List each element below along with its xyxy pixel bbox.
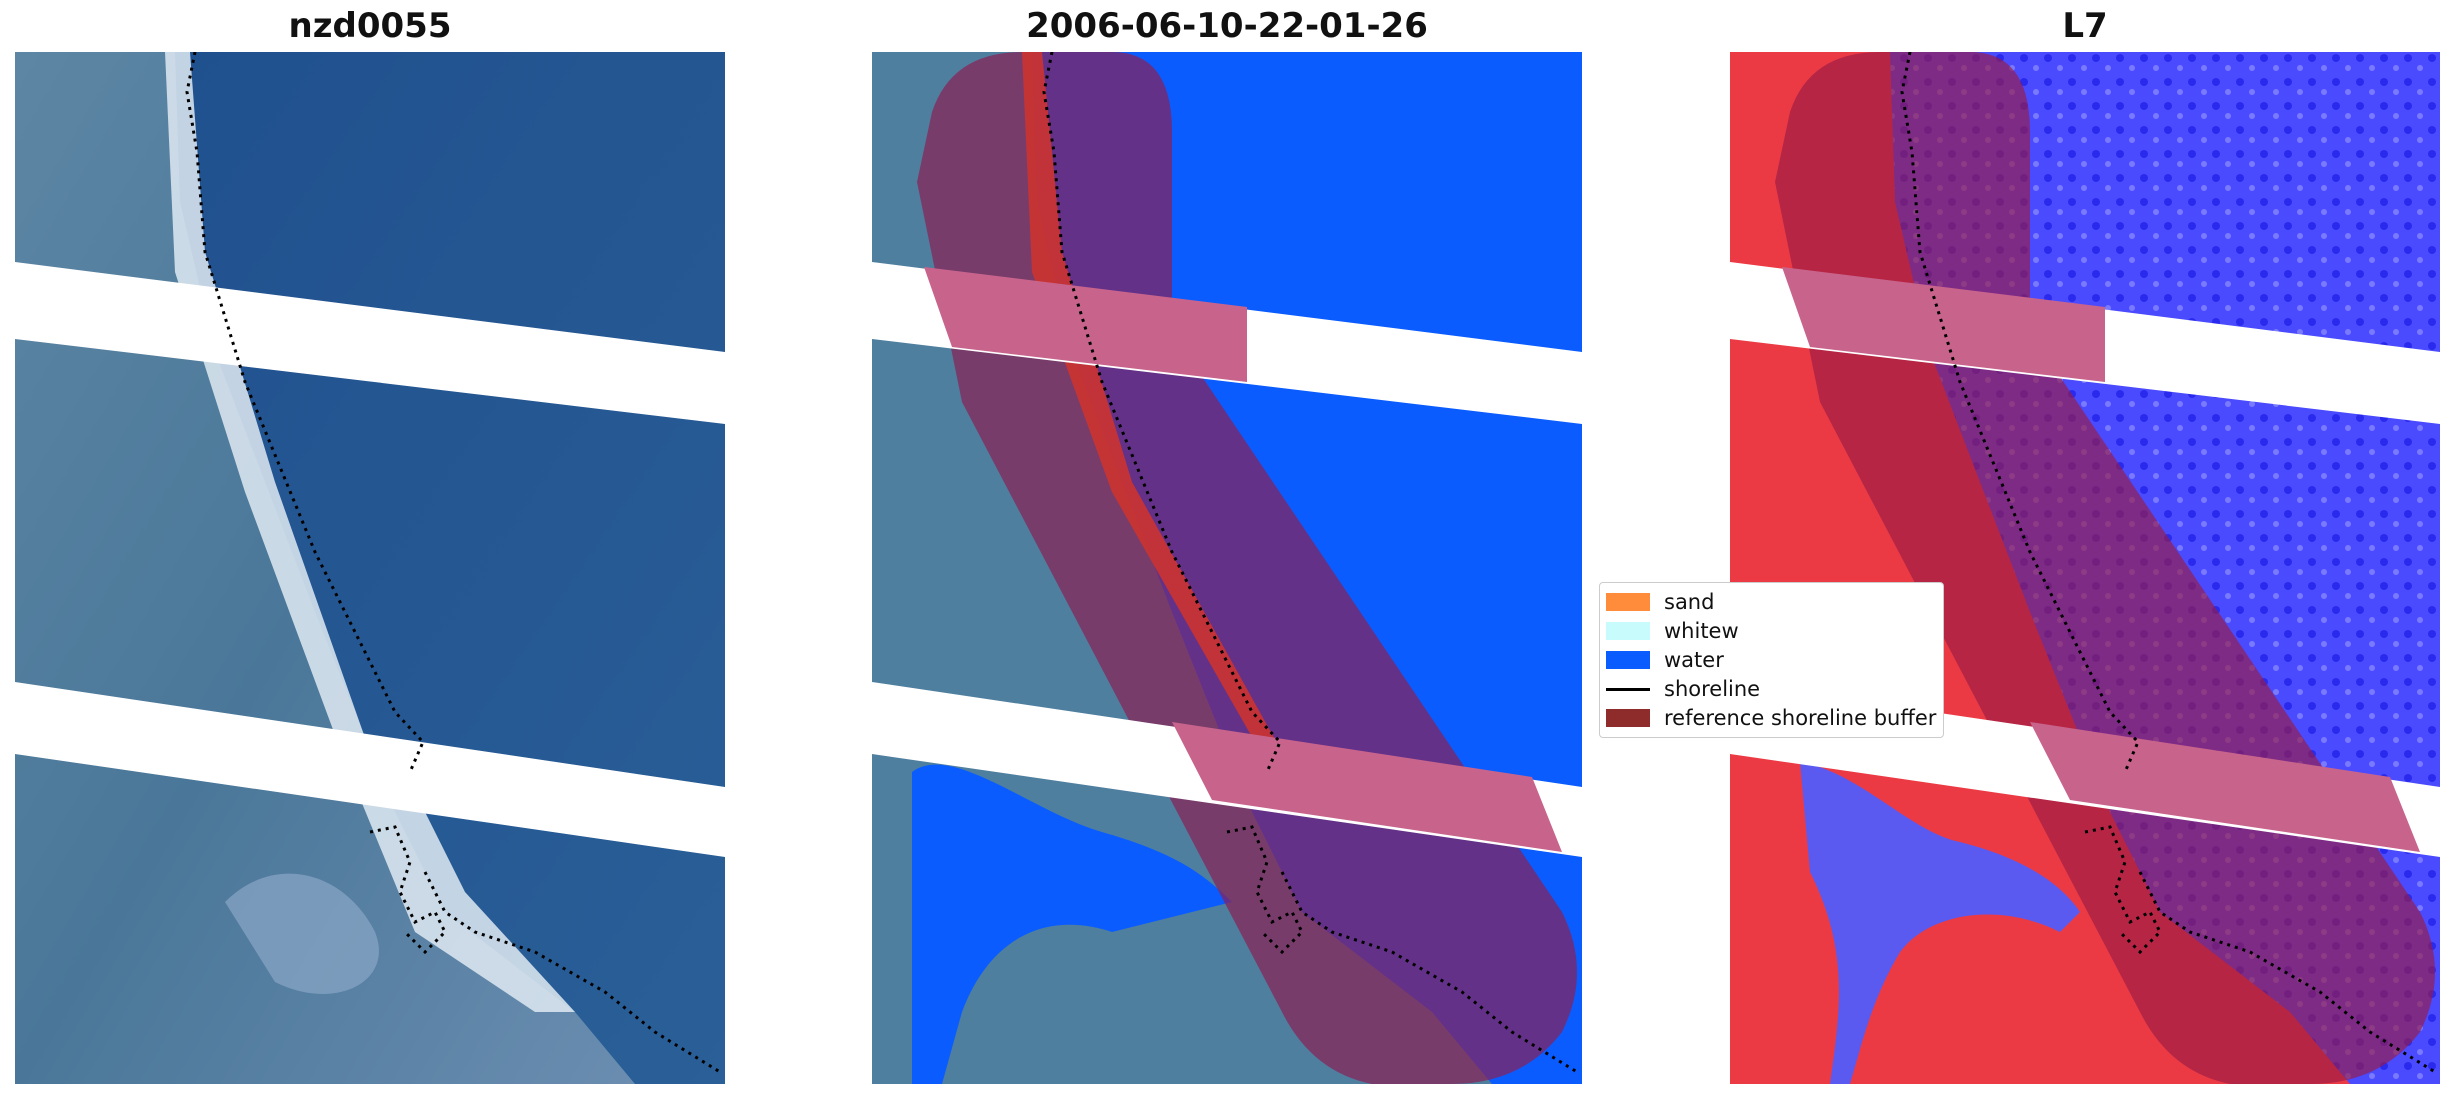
lagoon-shoreline: [1226, 825, 1304, 955]
lagoon-shape: [225, 873, 379, 994]
index-image-panel: [1730, 52, 2440, 1084]
scanline-gap-1: [15, 262, 725, 424]
legend-item-water: water: [1606, 647, 1724, 673]
legend-label-sand: sand: [1664, 590, 1715, 614]
buffer-over-gap-1: [924, 267, 1247, 382]
legend-swatch-sand: [1606, 593, 1650, 611]
buffer-over-gap-2: [2030, 722, 2420, 852]
index-lagoon-channel: [1800, 762, 2080, 1084]
legend-item-whitewater: whitew: [1606, 618, 1739, 644]
classified-lagoon-water: [912, 764, 1232, 1084]
beach-strip: [165, 52, 575, 1012]
legend-swatch-water: [1606, 651, 1650, 669]
classified-image-panel: [872, 52, 1582, 1084]
lagoon-shoreline: [2084, 825, 2162, 955]
legend-item-shoreline: shoreline: [1606, 676, 1760, 702]
legend-label-water: water: [1664, 648, 1724, 672]
scanline-gap-2: [15, 682, 725, 857]
lagoon-shoreline: [369, 825, 447, 955]
legend: sand whitew water shoreline reference sh…: [1599, 582, 1944, 738]
legend-swatch-whitewater: [1606, 622, 1650, 640]
shoreline-trace: [185, 52, 721, 1074]
legend-label-buffer: reference shoreline buffer: [1664, 706, 1937, 730]
legend-item-sand: sand: [1606, 589, 1714, 615]
buffer-over-gap-2: [1172, 722, 1562, 852]
legend-label-whitewater: whitew: [1664, 619, 1739, 643]
rgb-image-panel: [15, 52, 725, 1084]
buffer-over-gap-1: [1782, 267, 2105, 382]
legend-swatch-buffer: [1606, 709, 1650, 727]
legend-swatch-shoreline: [1606, 687, 1650, 691]
shoreline-trace: [1900, 52, 2436, 1074]
panel-title-rgb: nzd0055: [288, 6, 452, 46]
shoreline-trace: [1042, 52, 1578, 1074]
legend-item-buffer: reference shoreline buffer: [1606, 705, 1936, 731]
panel-title-index: L7: [2062, 6, 2108, 46]
legend-label-shoreline: shoreline: [1664, 677, 1761, 701]
panel-title-classified: 2006-06-10-22-01-26: [1026, 6, 1428, 46]
